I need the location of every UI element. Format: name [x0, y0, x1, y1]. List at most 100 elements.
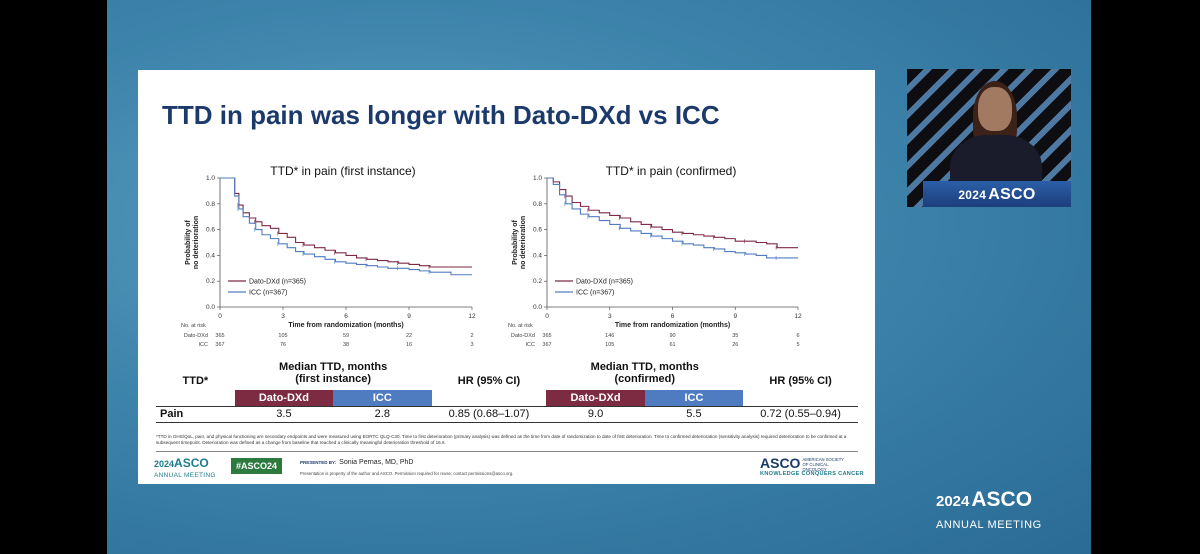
chart-title-confirmed: TTD* in pain (confirmed): [605, 164, 737, 178]
col-ttd-header: TTD*: [182, 374, 209, 387]
footer-asco-year: 2024: [154, 459, 175, 469]
x-tick-label: 12: [794, 313, 802, 320]
km-curve-dato: [220, 177, 472, 268]
km-curve-icc: [547, 177, 798, 259]
risk-value: 35: [732, 333, 738, 339]
speaker-head: [978, 87, 1012, 131]
slide-title: TTD in pain was longer with Dato-DXd vs …: [162, 100, 720, 130]
x-tick-label: 6: [344, 313, 348, 320]
speaker-video: 2024 ASCO: [907, 69, 1071, 207]
cell-hr-confirmed: 0.72 (0.55–0.94): [743, 405, 858, 423]
footer-asco-sub: ANNUAL MEETING: [154, 472, 216, 479]
risk-value: 367: [215, 342, 224, 348]
risk-row-label: ICC: [526, 342, 536, 348]
presenter-name: Sonia Pernas, MD, PhD: [339, 459, 414, 466]
col-median-first-header: Median TTD, months (first instance): [279, 361, 388, 385]
y-axis-title-line1: Probability of: [512, 219, 519, 264]
y-tick-label: 0.6: [533, 227, 542, 234]
x-tick-label: 12: [468, 313, 476, 320]
cell-first-dato: 3.5: [234, 405, 334, 423]
x-tick-label: 6: [671, 313, 675, 320]
y-tick-label: 0.4: [533, 252, 542, 259]
brand-name: ASCO: [971, 488, 1033, 511]
risk-table-header: No. at risk: [181, 323, 206, 329]
brand-year: 2024: [936, 493, 970, 510]
col-hr-first-header: HR (95% CI): [457, 374, 521, 387]
risk-row-label: Dato-DXd: [511, 333, 535, 339]
risk-table-header: No. at risk: [508, 323, 533, 329]
legend-label: Dato-DXd (n=365): [249, 279, 306, 286]
footnote: *TTD in GHS/QoL, pain, and physical func…: [156, 434, 847, 445]
cell-first-icc: 2.8: [333, 405, 432, 423]
y-tick-label: 0.0: [533, 304, 542, 311]
asco-logo-tagline: KNOWLEDGE CONQUERS CANCER: [760, 470, 864, 477]
podium-logo: 2024 ASCO: [923, 181, 1071, 207]
y-tick-label: 0.8: [533, 201, 542, 208]
sub-header-dato-first: Dato-DXd: [234, 390, 334, 406]
risk-value: 105: [605, 342, 614, 348]
km-curve-dato: [547, 177, 798, 249]
x-axis-title: Time from randomization (months): [615, 322, 730, 329]
col-median-confirmed-header: Median TTD, months (confirmed): [590, 361, 699, 385]
cell-confirmed-dato: 9.0: [546, 405, 645, 423]
letterbox-right: [1091, 0, 1200, 554]
cell-confirmed-icc: 5.5: [644, 405, 744, 423]
podium-name: ASCO: [988, 186, 1036, 203]
slide: TTD in pain was longer with Dato-DXd vs …: [138, 70, 875, 484]
footer-asco-name: ASCO: [174, 456, 209, 470]
legend-label: ICC (n=367): [576, 290, 614, 297]
results-table: TTD* Median TTD, months (first instance)…: [156, 356, 858, 423]
x-tick-label: 9: [733, 313, 737, 320]
sub-header-icc-first: ICC: [333, 390, 432, 406]
table-row: Pain 3.5 2.8 0.85 (0.68–1.07) 9.0 5.5 0.…: [156, 405, 858, 423]
sub-header-icc-confirmed: ICC: [644, 390, 744, 406]
risk-value: 22: [406, 333, 412, 339]
x-tick-label: 3: [608, 313, 612, 320]
brand-sub: ANNUAL MEETING: [936, 519, 1042, 531]
x-tick-label: 3: [281, 313, 285, 320]
x-axis-title: Time from randomization (months): [288, 322, 403, 329]
y-tick-label: 0.8: [206, 201, 215, 208]
y-axis-title-line2: no deterioration: [520, 216, 527, 269]
risk-value: 365: [215, 333, 224, 339]
asco-logo-text: ASCO: [760, 455, 801, 471]
cell-hr-first: 0.85 (0.68–1.07): [431, 405, 547, 423]
risk-value: 59: [343, 333, 349, 339]
risk-value: 38: [343, 342, 349, 348]
y-tick-label: 0.4: [206, 252, 215, 259]
risk-value: 3: [470, 342, 473, 348]
y-tick-label: 0.0: [206, 304, 215, 311]
y-tick-label: 0.2: [533, 278, 542, 285]
risk-value: 105: [278, 333, 287, 339]
y-axis-title-line2: no deterioration: [193, 216, 200, 269]
row-label: Pain: [156, 405, 235, 423]
asco-logo: ASCO AMERICAN SOCIETY OF CLINICAL ONCOLOG…: [760, 455, 864, 477]
km-chart-first-instance: 0.0 0.2 0.4 0.6 0.8 1.0 0 3 6 9 12 Time from random…: [181, 175, 476, 348]
risk-row-label: ICC: [199, 342, 209, 348]
hashtag-badge: #ASCO24: [231, 458, 283, 474]
risk-value: 16: [406, 342, 412, 348]
risk-value: 61: [669, 342, 675, 348]
legend-label: ICC (n=367): [249, 290, 287, 297]
y-axis-title-line1: Probability of: [185, 219, 192, 264]
property-notice: Presentation is property of the author a…: [300, 471, 514, 476]
y-tick-label: 0.2: [206, 278, 215, 285]
presented-by-label: PRESENTED BY:: [300, 460, 337, 465]
footer-divider: [156, 451, 858, 452]
risk-row-label: Dato-DXd: [184, 333, 208, 339]
col-hr-confirmed-header: HR (95% CI): [769, 374, 832, 387]
asco-brand-watermark: 2024ASCO ANNUAL MEETING: [936, 489, 1042, 536]
risk-value: 90: [669, 333, 675, 339]
legend-label: Dato-DXd (n=365): [576, 279, 633, 286]
km-curve-icc: [220, 177, 472, 276]
risk-value: 146: [605, 333, 614, 339]
x-tick-label: 0: [545, 313, 549, 320]
risk-value: 365: [542, 333, 551, 339]
sub-header-dato-confirmed: Dato-DXd: [546, 390, 645, 406]
y-tick-label: 0.6: [206, 227, 215, 234]
km-chart-confirmed: 0.0 0.2 0.4 0.6 0.8 1.0 0 3 6 9 12 Time from random…: [508, 175, 802, 348]
presenter: PRESENTED BY: Sonia Pernas, MD, PhD: [300, 459, 413, 466]
chart-title-first: TTD* in pain (first instance): [270, 164, 416, 178]
letterbox-left: [0, 0, 107, 554]
